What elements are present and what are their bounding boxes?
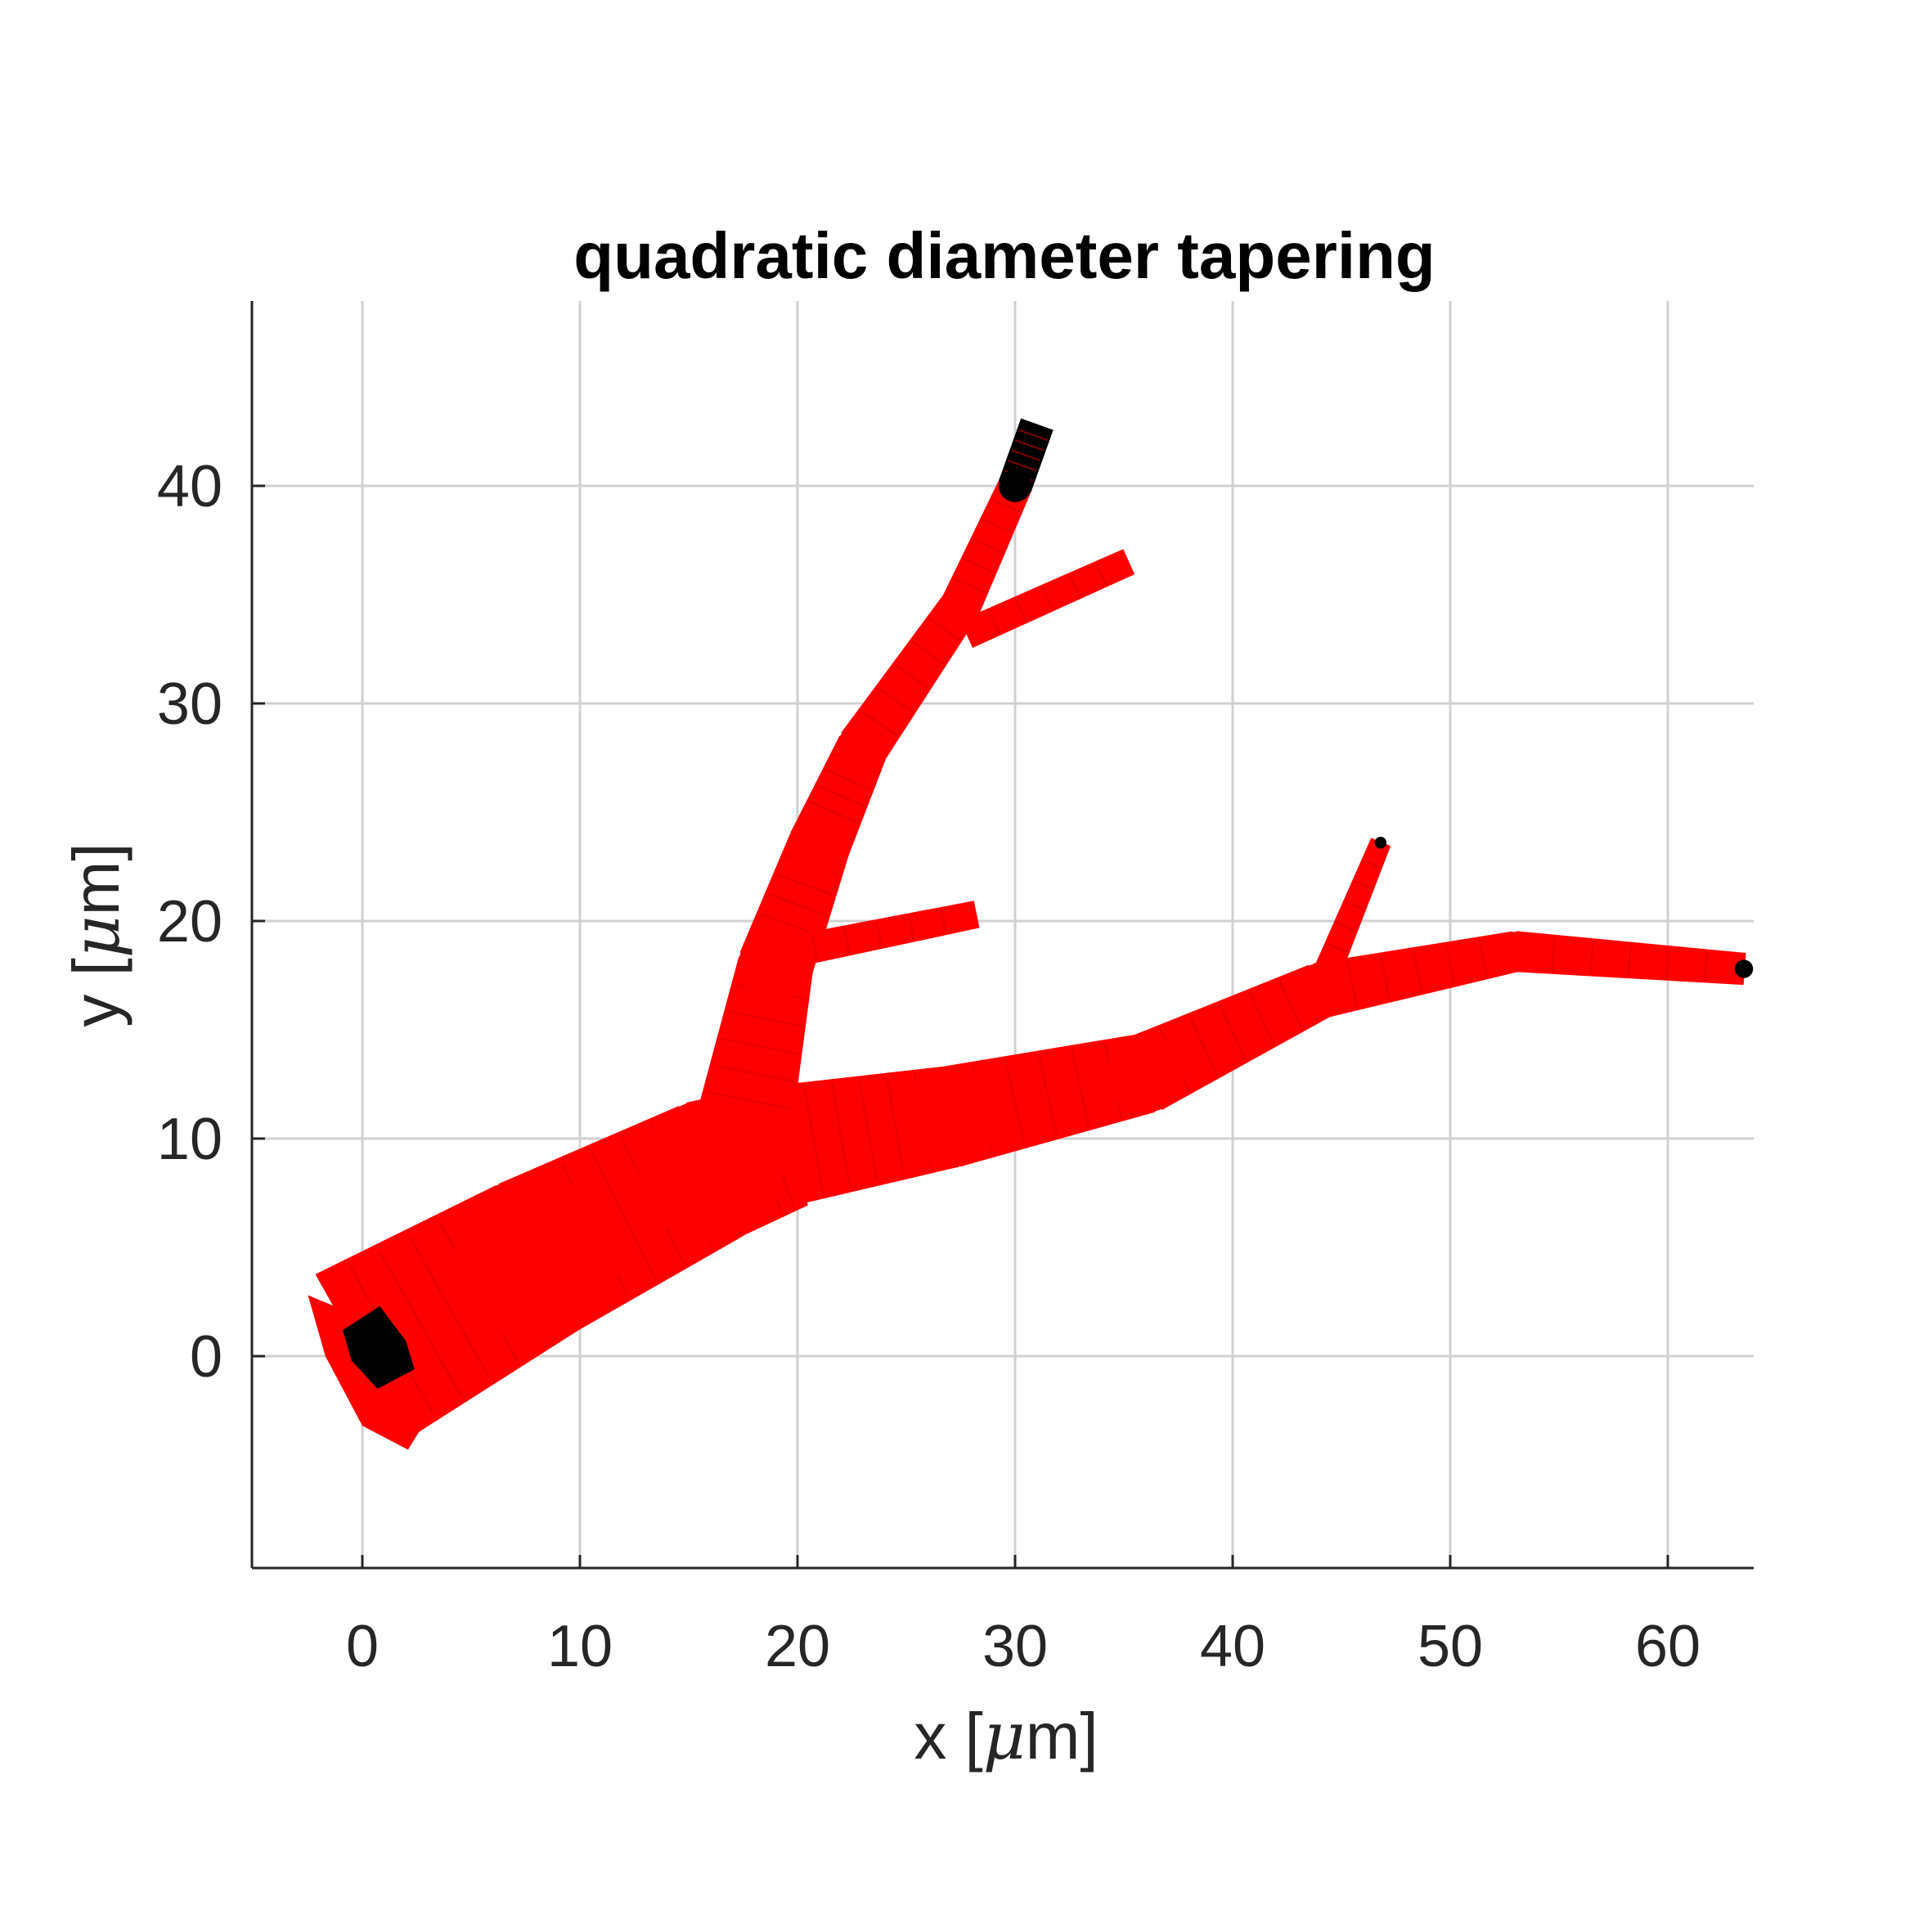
y-tick-label: 20: [157, 889, 222, 955]
x-tick-label: 60: [1635, 1614, 1701, 1679]
y-axis-label-suffix: m]: [60, 842, 133, 915]
main-right-joint: [1107, 1034, 1185, 1112]
x-tick-label: 50: [1418, 1614, 1483, 1679]
x-axis-label: x [μm]: [914, 1698, 1098, 1774]
y-tick-label: 10: [157, 1107, 222, 1172]
side-46-end-cap: [1375, 837, 1386, 848]
y-tick-label: 40: [157, 454, 222, 519]
y-axis-label-prefix: y [: [60, 958, 133, 1027]
ascending-joint: [999, 470, 1031, 502]
x-axis-label-mu: μ: [983, 1698, 1026, 1774]
main-right-joint: [1496, 932, 1535, 971]
x-axis-label-suffix: m]: [1026, 1700, 1099, 1772]
main-right-end-cap: [1735, 959, 1753, 977]
x-tick-label: 20: [765, 1614, 830, 1679]
trunk-joint: [454, 1175, 619, 1341]
y-axis-label-mu: μ: [58, 915, 134, 958]
x-axis-label-prefix: x [: [914, 1700, 982, 1772]
x-tick-label: 30: [982, 1614, 1048, 1679]
x-tick-label: 40: [1200, 1614, 1265, 1679]
chart-title: quadratic diameter tapering: [573, 219, 1436, 292]
x-tick-label: 10: [547, 1614, 613, 1679]
ascending-joint: [789, 815, 849, 875]
main-right-joint: [900, 1067, 1000, 1166]
y-tick-label: 30: [157, 672, 222, 737]
x-tick-label: 0: [346, 1614, 379, 1679]
ascending-joint: [838, 722, 887, 772]
y-tick-label: 0: [190, 1324, 222, 1390]
y-axis-label: y [μm]: [58, 842, 134, 1027]
